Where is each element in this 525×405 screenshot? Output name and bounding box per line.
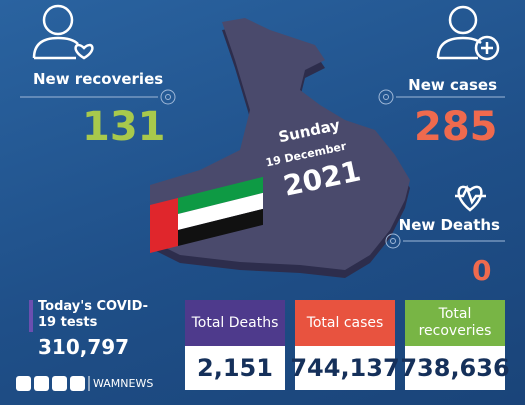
total-cases-value: 744,137 — [290, 346, 400, 390]
deaths-label: New Deaths — [398, 216, 500, 234]
total-recoveries-header: Total recoveries — [405, 300, 505, 346]
recoveries-value: 131 — [82, 104, 166, 150]
tests-accent — [29, 300, 33, 332]
flag — [150, 176, 263, 253]
total-recoveries-value: 738,636 — [400, 346, 510, 390]
total-deaths-header: Total Deaths — [185, 300, 285, 346]
deaths-icon — [455, 184, 486, 212]
cases-value: 285 — [414, 104, 498, 150]
total-cases-header: Total cases — [295, 300, 395, 346]
social-icons — [16, 376, 85, 391]
recoveries-icon — [32, 4, 94, 60]
divider-lines — [20, 89, 505, 249]
cases-label: New cases — [408, 76, 497, 94]
tests-label: Today's COVID-19 tests — [38, 299, 149, 330]
recoveries-label: New recoveries — [33, 70, 164, 88]
footer-handle: WAMNEWS — [93, 377, 154, 390]
tests-value: 310,797 — [38, 335, 130, 359]
deaths-value: 0 — [472, 254, 492, 287]
total-deaths-value: 2,151 — [185, 346, 285, 390]
cases-icon — [436, 5, 500, 61]
